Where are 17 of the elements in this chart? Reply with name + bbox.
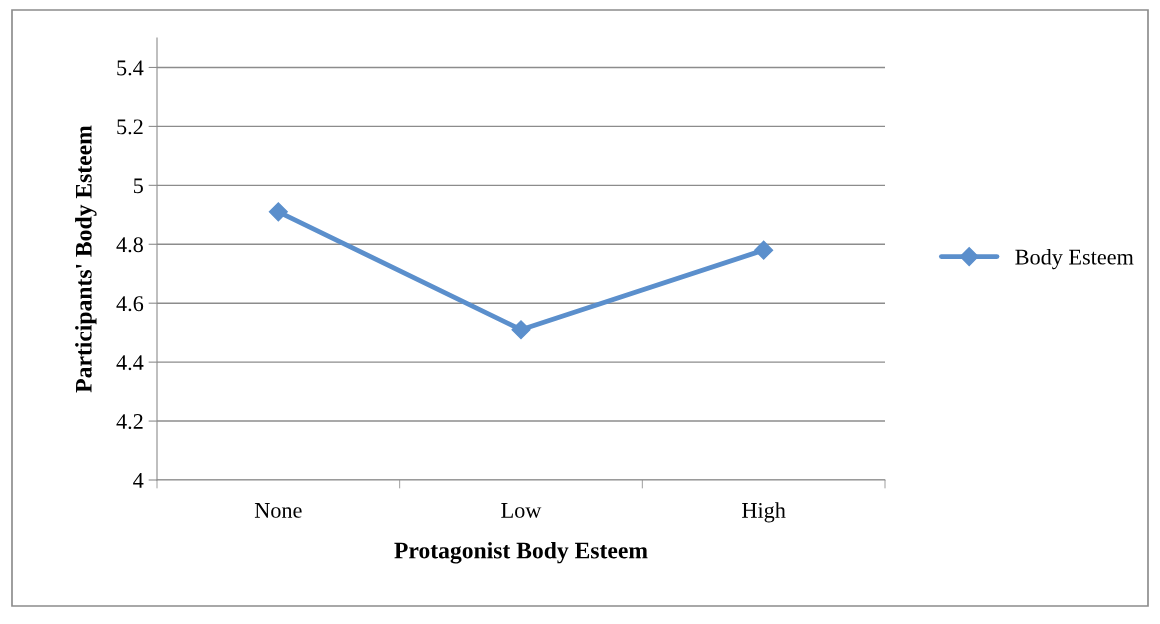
x-axis-title: Protagonist Body Esteem (394, 541, 648, 564)
y-tick-label: 5 (133, 178, 143, 194)
y-axis-title: Participants' Body Esteem (75, 125, 97, 393)
y-tick-label: 5.2 (117, 119, 143, 135)
y-tick-label: 4.6 (116, 296, 144, 312)
legend-label: Body Esteem (1015, 248, 1134, 270)
x-tick-label: Low (501, 503, 542, 518)
y-tick-label: 4.4 (116, 355, 144, 371)
y-tick-label: 4.8 (116, 237, 143, 253)
x-tick-label: High (742, 502, 786, 523)
y-tick-label: 5.4 (117, 60, 144, 76)
y-tick-label: 4 (133, 473, 144, 488)
y-tick-label: 4.2 (116, 414, 143, 430)
x-tick-label: None (254, 503, 302, 518)
point (754, 240, 774, 260)
point (511, 320, 531, 340)
point (268, 202, 288, 222)
